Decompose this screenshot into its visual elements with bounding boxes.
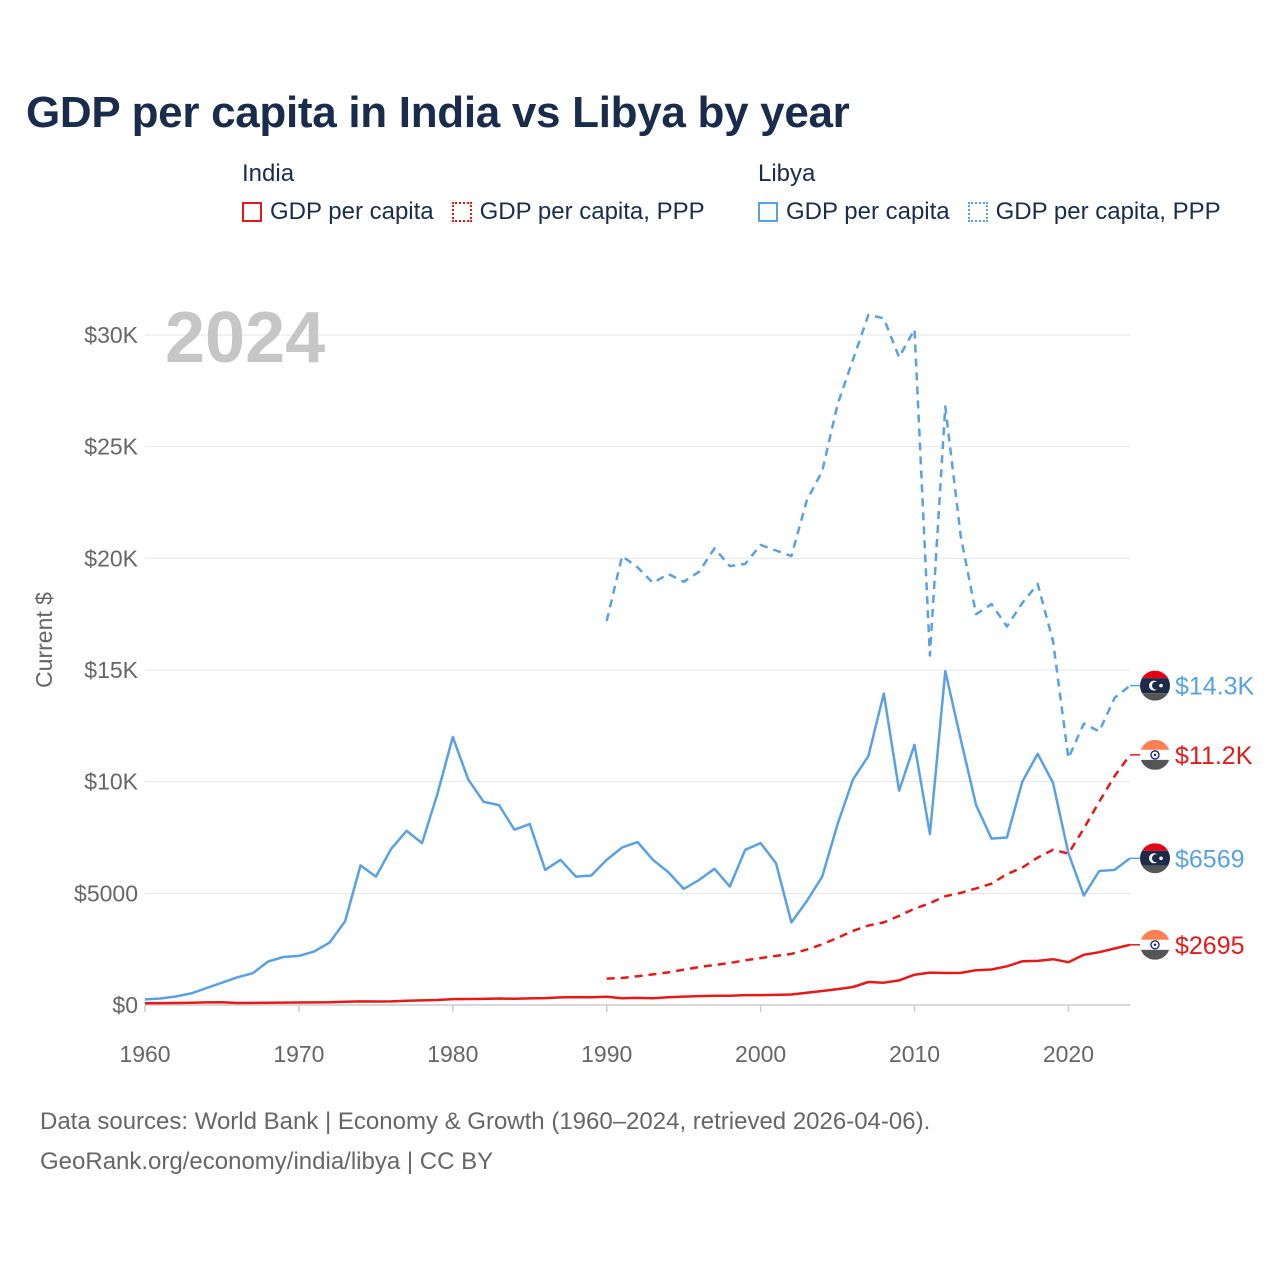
legend-swatch-solid: [242, 202, 262, 222]
chakra-hub: [1153, 753, 1157, 757]
year-watermark: 2024: [165, 298, 325, 378]
data-source-note: Data sources: World Bank | Economy & Gro…: [40, 1108, 931, 1135]
legend-item-india-gdp-ppp[interactable]: GDP per capita, PPP: [451, 198, 705, 226]
y-tick-label: $0: [112, 992, 138, 1018]
series-line-libya-gdp: [144, 669, 1131, 1001]
legend-group-india: India GDP per capita GDP per capita, PPP: [242, 160, 705, 226]
libya-flag-icon: [1140, 843, 1170, 874]
legend-swatch-dotted: [967, 202, 988, 222]
crescent-inner: [1152, 681, 1160, 690]
india-flag-icon: [1140, 929, 1170, 960]
x-tick-label: 2000: [735, 1041, 786, 1067]
star-dot: [1159, 856, 1163, 861]
flag-stripe-green: [1140, 693, 1170, 701]
end-value-label: $2695: [1175, 932, 1245, 960]
y-tick-label: $30K: [84, 322, 138, 348]
legend-label: GDP per capita: [270, 198, 434, 225]
legend-label: GDP per capita: [786, 198, 950, 225]
chakra-wheel: [1150, 750, 1160, 760]
y-tick-label: $20K: [84, 545, 138, 571]
flag-body: [1140, 843, 1170, 874]
x-tick-label: 1960: [119, 1041, 170, 1067]
x-tick-label: 1970: [273, 1041, 324, 1067]
crescent-inner: [1152, 854, 1160, 863]
flag-stripe-green: [1140, 865, 1170, 874]
series-lines: [144, 313, 1132, 1005]
flag-body: [1140, 739, 1170, 770]
legend-country-libya: Libya: [758, 160, 816, 187]
legend-item-libya-gdp-ppp[interactable]: GDP per capita, PPP: [967, 198, 1221, 226]
end-value-label: $11.2K: [1175, 742, 1253, 770]
x-tick-label: 2020: [1043, 1041, 1094, 1067]
chart-title: GDP per capita in India vs Libya by year: [26, 88, 850, 137]
chakra-wheel: [1150, 940, 1160, 950]
y-axis-label: Current $: [31, 592, 57, 688]
legend-swatch-solid: [758, 202, 778, 222]
x-tick-label: 2010: [889, 1041, 940, 1067]
legend-group-libya: Libya GDP per capita GDP per capita, PPP: [758, 160, 1221, 226]
libya-flag-icon: [1140, 670, 1170, 701]
series-line-india-ppp: [606, 754, 1132, 980]
india-flag-icon: [1140, 739, 1170, 770]
end-value-label: $6569: [1175, 845, 1245, 873]
legend-item-libya-gdp[interactable]: GDP per capita: [758, 198, 950, 226]
flag-stripe-green: [1140, 949, 1170, 960]
series-line-india-gdp: [144, 943, 1131, 1005]
flag-stripe-red: [1140, 843, 1170, 851]
flag-body: [1140, 670, 1170, 701]
legend-item-india-gdp[interactable]: GDP per capita: [242, 198, 434, 226]
x-tick-label: 1980: [427, 1041, 478, 1067]
flag-stripe-saffron: [1140, 739, 1170, 750]
legend-swatch-dotted: [451, 202, 472, 222]
flag-stripe-red: [1140, 670, 1170, 679]
flag-stripe-green: [1140, 759, 1170, 770]
y-tick-label: $15K: [84, 657, 138, 683]
legend-label: GDP per capita, PPP: [479, 198, 705, 225]
y-tick-label: $25K: [84, 434, 138, 460]
end-labels: $14.3K $6569 $11.2K $2695: [1130, 670, 1255, 960]
legend-country-india: India: [242, 160, 295, 187]
star-dot: [1159, 683, 1163, 688]
y-tick-label: $10K: [84, 769, 138, 795]
legend-label: GDP per capita, PPP: [995, 198, 1221, 225]
end-value-label: $14.3K: [1175, 673, 1255, 701]
axes: $0 $5000 $10K $15K $20K $25K $30K 1960 1970 1980 1…: [31, 322, 1130, 1067]
chakra-hub: [1153, 943, 1157, 947]
flag-body: [1140, 929, 1170, 960]
x-tick-label: 1990: [581, 1041, 632, 1067]
flag-stripe-saffron: [1140, 929, 1170, 940]
y-tick-label: $5000: [74, 880, 138, 906]
credit-note: GeoRank.org/economy/india/libya | CC BY: [40, 1148, 494, 1175]
series-line-libya-ppp: [605, 313, 1131, 760]
grid-lines: [145, 334, 1130, 1006]
